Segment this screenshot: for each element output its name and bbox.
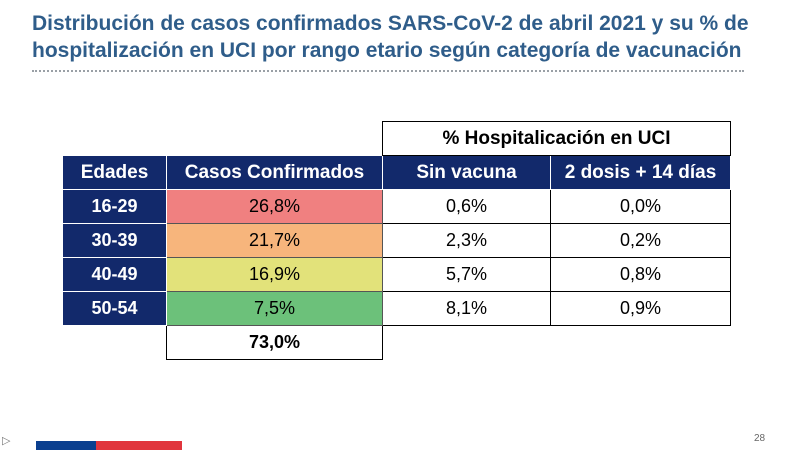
no-vaccine-cell: 2,3% <box>382 223 551 258</box>
age-cell: 30-39 <box>62 223 167 258</box>
cases-cell: 7,5% <box>166 291 383 326</box>
table-row: 30-39 21,7% 2,3% 0,2% <box>62 223 731 258</box>
age-cell: 40-49 <box>62 257 167 292</box>
table-row: 16-29 26,8% 0,6% 0,0% <box>62 189 731 224</box>
age-cell: 16-29 <box>62 189 167 224</box>
header-no-vaccine: Sin vacuna <box>382 155 551 190</box>
group-header-icu: % Hospitalicación en UCI <box>382 121 731 156</box>
header-two-doses: 2 dosis + 14 días <box>550 155 731 190</box>
empty-cell <box>63 326 167 360</box>
cases-cell: 21,7% <box>166 223 383 258</box>
header-confirmed-cases: Casos Confirmados <box>166 155 383 190</box>
two-doses-cell: 0,8% <box>550 257 731 292</box>
two-doses-cell: 0,0% <box>550 189 731 224</box>
total-cases-cell: 73,0% <box>166 325 383 360</box>
two-doses-cell: 0,9% <box>550 291 731 326</box>
no-vaccine-cell: 8,1% <box>382 291 551 326</box>
page-number: 28 <box>754 433 766 444</box>
cases-cell: 16,9% <box>166 257 383 292</box>
table-row: 50-54 7,5% 8,1% 0,9% <box>62 291 731 326</box>
age-cell: 50-54 <box>62 291 167 326</box>
no-vaccine-cell: 0,6% <box>382 189 551 224</box>
empty-cell <box>551 326 731 360</box>
empty-cell <box>383 326 551 360</box>
cases-cell: 26,8% <box>166 189 383 224</box>
empty-cell <box>63 122 167 156</box>
empty-cell <box>167 122 383 156</box>
table-row: 40-49 16,9% 5,7% 0,8% <box>62 257 731 292</box>
cursor-icon: ▷ <box>2 435 11 447</box>
vaccination-table: % Hospitalicación en UCI Edades Casos Co… <box>62 121 731 360</box>
no-vaccine-cell: 5,7% <box>382 257 551 292</box>
column-header-row: Edades Casos Confirmados Sin vacuna 2 do… <box>62 155 731 190</box>
footer-blue-bar <box>36 441 96 450</box>
title-divider <box>32 70 744 72</box>
group-header-row: % Hospitalicación en UCI <box>63 121 731 156</box>
total-row: 73,0% <box>63 325 731 360</box>
header-ages: Edades <box>62 155 167 190</box>
slide-title: Distribución de casos confirmados SARS-C… <box>32 12 749 62</box>
two-doses-cell: 0,2% <box>550 223 731 258</box>
footer-red-bar <box>96 441 182 450</box>
